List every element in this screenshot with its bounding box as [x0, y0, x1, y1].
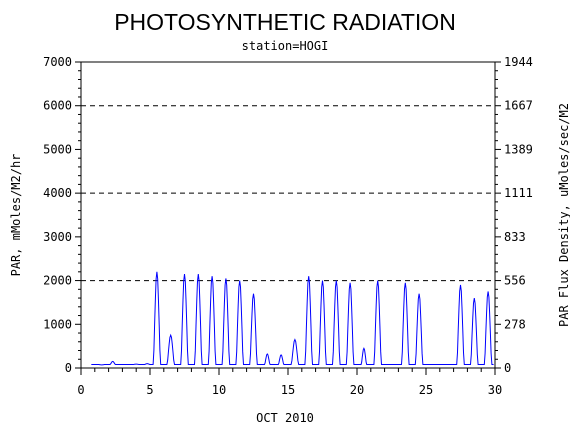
y-tick-label-left: 1000 — [43, 317, 72, 331]
x-tick-label: 20 — [350, 383, 364, 397]
y-axis-label-left: PAR, mMoles/M2/hr — [9, 154, 23, 277]
y-tick-label-right: 556 — [504, 274, 526, 288]
y-tick-label-left: 0 — [65, 361, 72, 375]
gridlines — [81, 105, 495, 282]
y-tick-label-right: 1667 — [504, 99, 533, 113]
y-tick-label-left: 4000 — [43, 186, 72, 200]
y-tick-label-right: 1111 — [504, 186, 533, 200]
y-tick-label-left: 6000 — [43, 99, 72, 113]
y-tick-label-right: 0 — [504, 361, 511, 375]
x-tick-label: 15 — [281, 383, 295, 397]
y-tick-label-right: 833 — [504, 230, 526, 244]
y-tick-label-left: 5000 — [43, 142, 72, 156]
chart-title: PHOTOSYNTHETIC RADIATION — [114, 9, 456, 35]
x-axis-label: OCT 2010 — [256, 411, 314, 425]
y-tick-label-left: 7000 — [43, 55, 72, 69]
chart-subtitle: station=HOGI — [242, 39, 329, 53]
y-axis-label-right: PAR Flux Density, uMoles/sec/M2 — [557, 103, 570, 327]
x-tick-label: 25 — [419, 383, 433, 397]
y-tick-label-right: 278 — [504, 317, 526, 331]
x-tick-label: 10 — [212, 383, 226, 397]
x-tick-label: 0 — [77, 383, 84, 397]
y-tick-label-left: 3000 — [43, 230, 72, 244]
par-series-line — [91, 271, 494, 366]
y-tick-label-right: 1944 — [504, 55, 533, 69]
axis-ticks — [75, 61, 501, 375]
x-tick-label: 30 — [488, 383, 502, 397]
x-tick-label: 5 — [146, 383, 153, 397]
y-tick-label-right: 1389 — [504, 142, 533, 156]
y-tick-label-left: 2000 — [43, 274, 72, 288]
plot-frame — [80, 61, 496, 369]
